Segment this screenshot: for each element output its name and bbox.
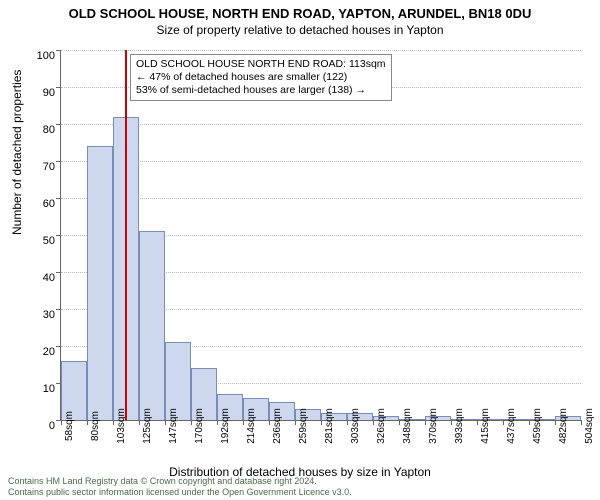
ytick-mark bbox=[56, 87, 61, 88]
ytick-mark bbox=[56, 50, 61, 51]
xtick-mark bbox=[165, 420, 166, 425]
annotation-line-2: ← 47% of detached houses are smaller (12… bbox=[136, 71, 386, 84]
ytick-label: 60 bbox=[25, 198, 55, 210]
xtick-mark bbox=[269, 420, 270, 425]
xtick-label: 214sqm bbox=[246, 408, 257, 444]
ytick-label: 20 bbox=[25, 346, 55, 358]
gridline bbox=[61, 124, 581, 125]
marker-line bbox=[125, 50, 127, 420]
chart-area: 010203040506070809010058sqm80sqm103sqm12… bbox=[60, 50, 580, 420]
xtick-label: 459sqm bbox=[532, 408, 543, 444]
xtick-mark bbox=[399, 420, 400, 425]
xtick-label: 370sqm bbox=[428, 408, 439, 444]
ytick-label: 30 bbox=[25, 309, 55, 321]
xtick-label: 58sqm bbox=[64, 411, 75, 441]
xtick-label: 303sqm bbox=[350, 408, 361, 444]
ytick-mark bbox=[56, 198, 61, 199]
xtick-mark bbox=[373, 420, 374, 425]
footer-line-2: Contains public sector information licen… bbox=[8, 487, 352, 498]
xtick-mark bbox=[425, 420, 426, 425]
xtick-mark bbox=[503, 420, 504, 425]
xtick-label: 437sqm bbox=[506, 408, 517, 444]
ytick-mark bbox=[56, 346, 61, 347]
ytick-label: 80 bbox=[25, 124, 55, 136]
ytick-label: 100 bbox=[25, 50, 55, 62]
xtick-mark bbox=[477, 420, 478, 425]
xtick-label: 326sqm bbox=[376, 408, 387, 444]
xtick-label: 236sqm bbox=[272, 408, 283, 444]
page-title: OLD SCHOOL HOUSE, NORTH END ROAD, YAPTON… bbox=[0, 0, 600, 21]
histogram-bar bbox=[87, 146, 113, 420]
xtick-label: 482sqm bbox=[558, 408, 569, 444]
xtick-mark bbox=[581, 420, 582, 425]
xtick-label: 415sqm bbox=[480, 408, 491, 444]
page-subtitle: Size of property relative to detached ho… bbox=[0, 23, 600, 37]
xtick-label: 147sqm bbox=[168, 408, 179, 444]
gridline bbox=[61, 161, 581, 162]
xtick-mark bbox=[139, 420, 140, 425]
plot-area: 010203040506070809010058sqm80sqm103sqm12… bbox=[60, 50, 581, 421]
ytick-label: 10 bbox=[25, 383, 55, 395]
xtick-label: 348sqm bbox=[402, 408, 413, 444]
xtick-label: 259sqm bbox=[298, 408, 309, 444]
y-axis-label: Number of detached properties bbox=[10, 70, 24, 235]
ytick-mark bbox=[56, 124, 61, 125]
xtick-mark bbox=[217, 420, 218, 425]
ytick-mark bbox=[56, 161, 61, 162]
xtick-label: 80sqm bbox=[90, 411, 101, 441]
chart-container: OLD SCHOOL HOUSE, NORTH END ROAD, YAPTON… bbox=[0, 0, 600, 500]
xtick-mark bbox=[243, 420, 244, 425]
ytick-label: 0 bbox=[25, 420, 55, 432]
annotation-line-3: 53% of semi-detached houses are larger (… bbox=[136, 84, 386, 97]
xtick-label: 504sqm bbox=[584, 408, 595, 444]
ytick-label: 40 bbox=[25, 272, 55, 284]
xtick-mark bbox=[347, 420, 348, 425]
xtick-mark bbox=[191, 420, 192, 425]
footer-text: Contains HM Land Registry data © Crown c… bbox=[8, 476, 352, 498]
xtick-mark bbox=[61, 420, 62, 425]
xtick-label: 192sqm bbox=[220, 408, 231, 444]
annotation-line-1: OLD SCHOOL HOUSE NORTH END ROAD: 113sqm bbox=[136, 58, 386, 71]
ytick-label: 50 bbox=[25, 235, 55, 247]
xtick-mark bbox=[87, 420, 88, 425]
footer-line-1: Contains HM Land Registry data © Crown c… bbox=[8, 476, 352, 487]
xtick-mark bbox=[555, 420, 556, 425]
xtick-label: 281sqm bbox=[324, 408, 335, 444]
xtick-mark bbox=[295, 420, 296, 425]
gridline bbox=[61, 198, 581, 199]
gridline bbox=[61, 50, 581, 51]
xtick-label: 393sqm bbox=[454, 408, 465, 444]
xtick-mark bbox=[529, 420, 530, 425]
xtick-label: 170sqm bbox=[194, 408, 205, 444]
ytick-mark bbox=[56, 309, 61, 310]
xtick-mark bbox=[321, 420, 322, 425]
ytick-mark bbox=[56, 272, 61, 273]
ytick-label: 70 bbox=[25, 161, 55, 173]
ytick-mark bbox=[56, 235, 61, 236]
ytick-label: 90 bbox=[25, 87, 55, 99]
xtick-mark bbox=[451, 420, 452, 425]
xtick-mark bbox=[113, 420, 114, 425]
xtick-label: 125sqm bbox=[142, 408, 153, 444]
histogram-bar bbox=[139, 231, 165, 420]
annotation-box: OLD SCHOOL HOUSE NORTH END ROAD: 113sqm … bbox=[130, 54, 392, 101]
